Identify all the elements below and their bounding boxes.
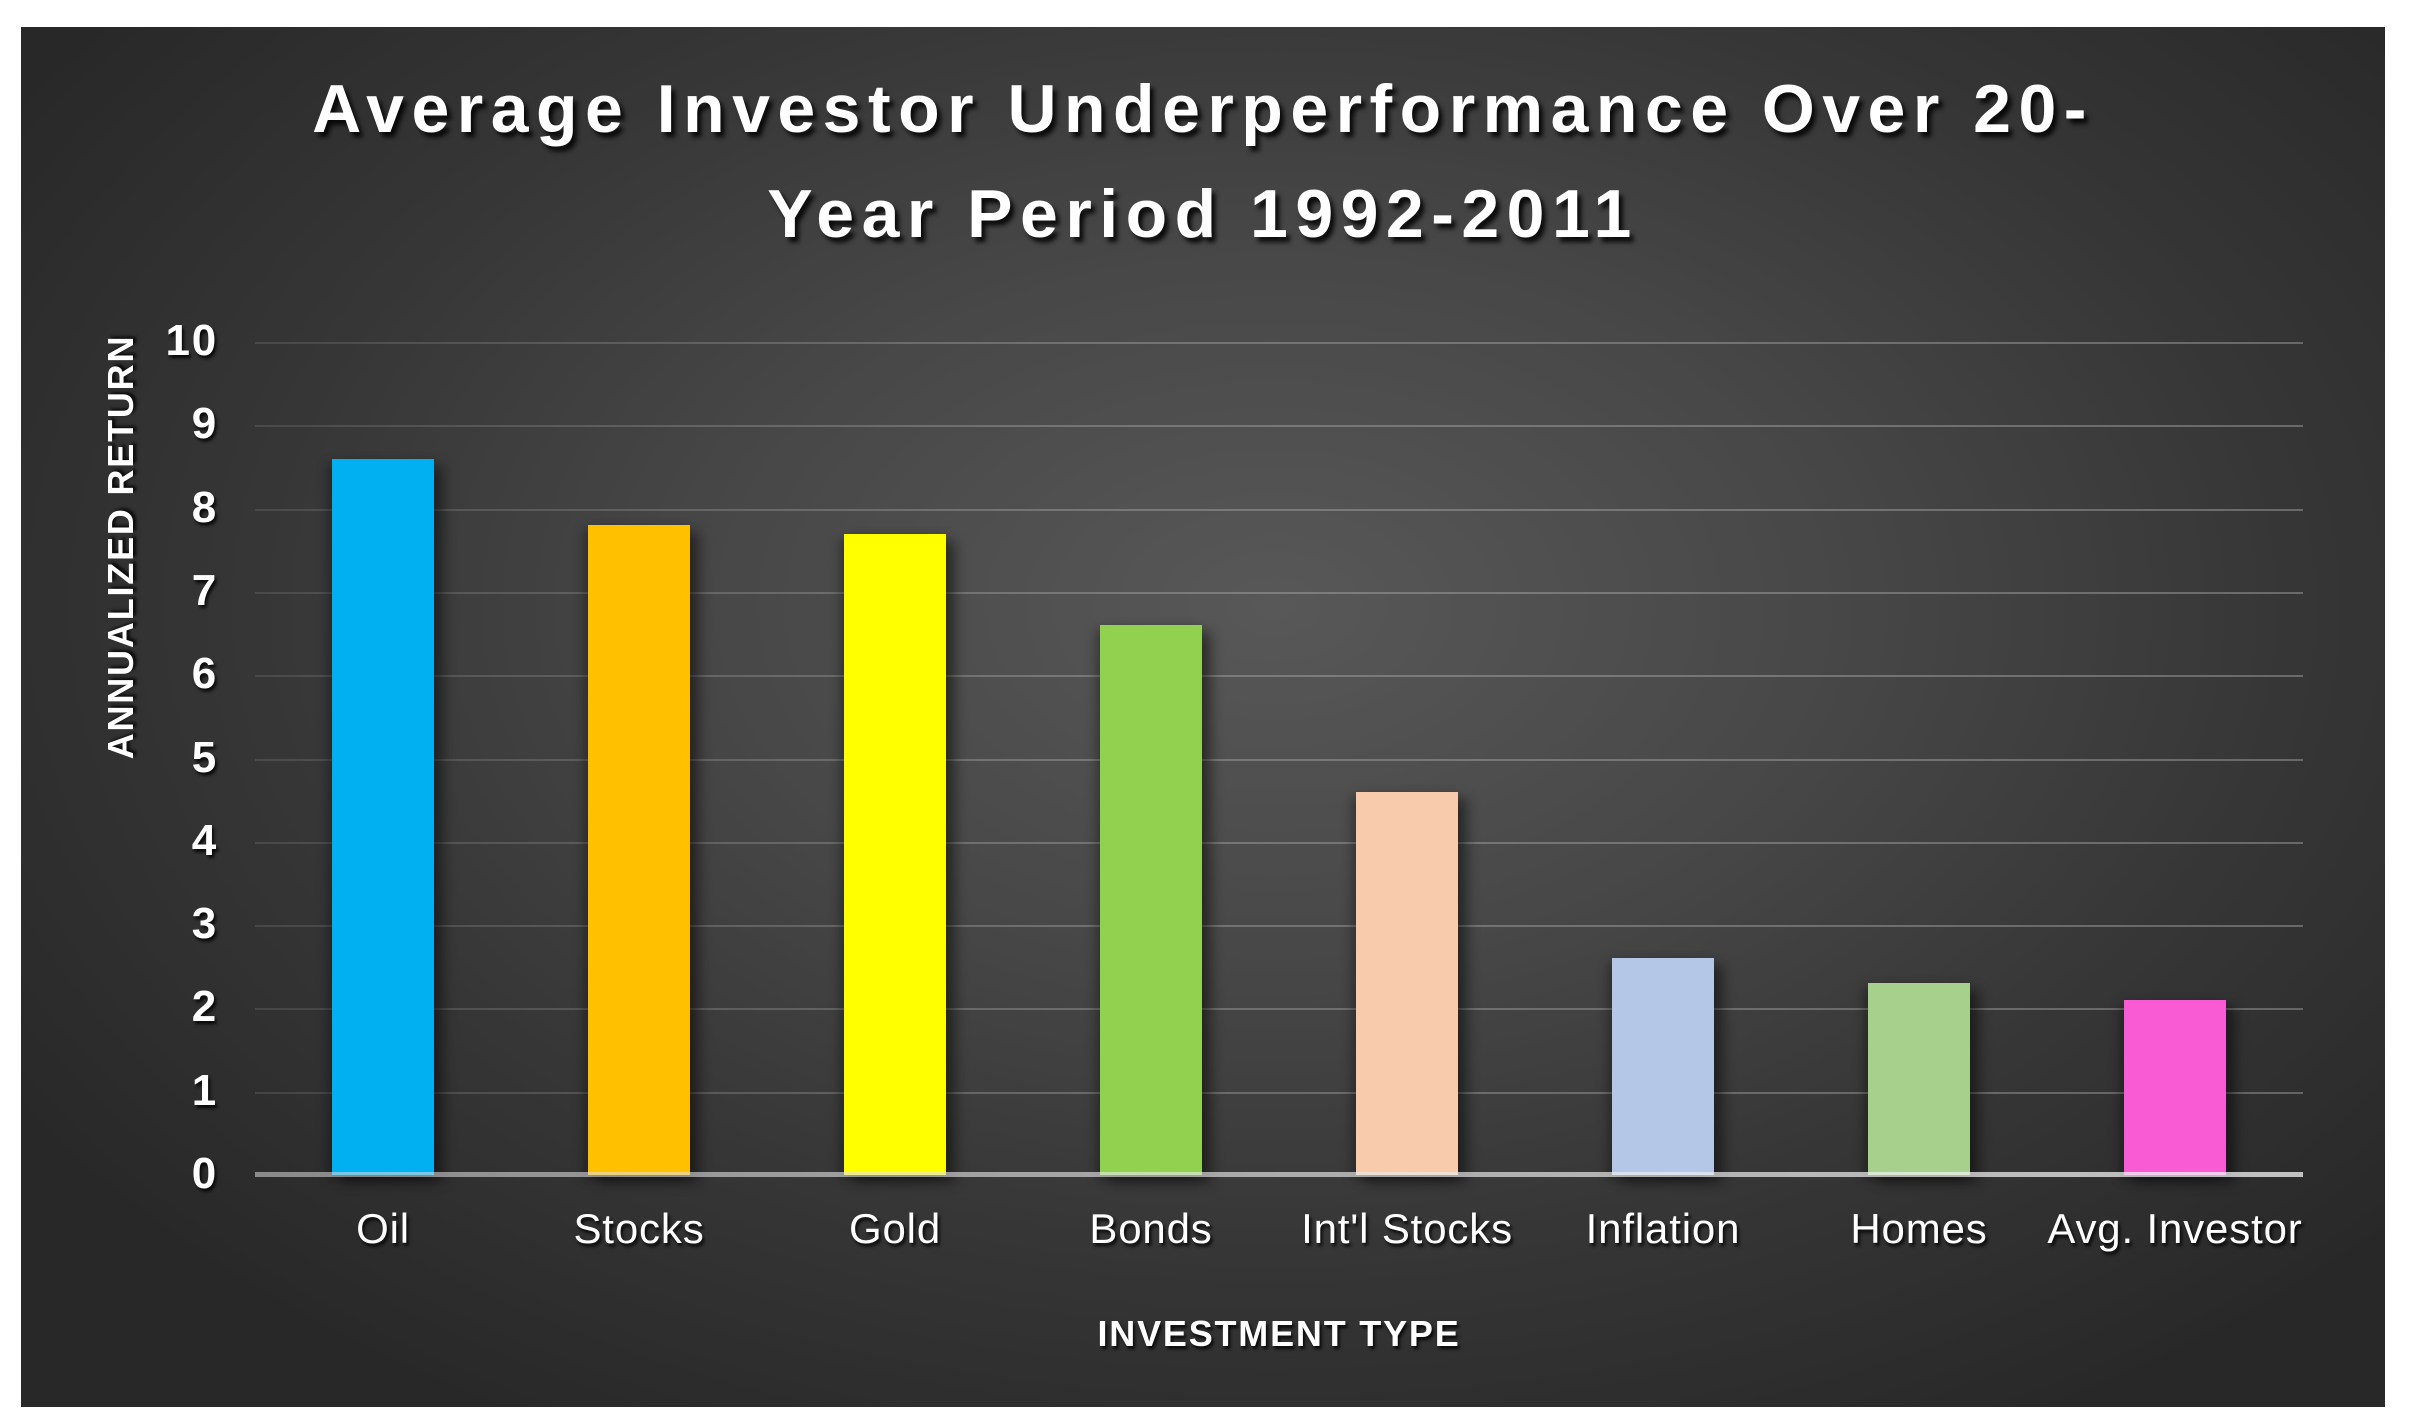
y-tick-label: 1	[191, 1065, 218, 1115]
y-tick-label: 5	[191, 732, 218, 782]
bar-homes	[1868, 983, 1970, 1175]
gridline	[255, 508, 2303, 511]
gridline	[255, 841, 2303, 844]
x-category-label: Inflation	[1585, 1205, 1741, 1252]
y-tick-label: 3	[191, 899, 218, 949]
y-tick-label: 9	[191, 399, 218, 449]
chart-title-line-1: Average Investor Underperformance Over 2…	[312, 71, 2094, 147]
gridline	[255, 675, 2303, 678]
y-tick-label: 8	[191, 482, 218, 532]
x-category-label: Stocks	[573, 1205, 705, 1252]
x-category-label: Oil	[356, 1205, 410, 1252]
plot-area: 0 1 2 3 4 5 6 7 8 9 10 INVESTMENT TYPE Oil Stocks Go…	[166, 316, 2303, 1354]
gridline	[255, 925, 2303, 928]
gridline	[255, 1008, 2303, 1011]
gridline	[255, 342, 2303, 344]
x-axis-title: INVESTMENT TYPE	[1097, 1313, 1461, 1354]
chart-title-line-2: Year Period 1992-2011	[767, 176, 1639, 253]
chart-title: Average Investor Underperformance Over 2…	[21, 57, 2385, 268]
bar-inflation	[1612, 958, 1714, 1175]
y-tick-label: 2	[191, 982, 218, 1032]
x-category-label: Bonds	[1089, 1205, 1213, 1252]
y-tick-label: 10	[165, 316, 218, 365]
x-axis-line	[255, 1172, 2303, 1177]
gridline	[255, 591, 2303, 594]
bar-avg-investor	[2124, 1000, 2226, 1175]
y-axis-tick-labels: 0 1 2 3 4 5 6 7 8 9 10	[125, 316, 230, 1198]
bar-stocks	[588, 525, 690, 1175]
y-tick-label: 0	[191, 1149, 218, 1198]
x-category-label: Avg. Investor	[2047, 1205, 2303, 1252]
x-category-label: Homes	[1850, 1205, 1988, 1252]
gridline	[255, 758, 2303, 761]
bar-int-l-stocks	[1356, 791, 1458, 1175]
bar-oil	[332, 458, 434, 1175]
chart-panel: Average Investor Underperformance Over 2…	[21, 27, 2385, 1407]
bar-gold	[844, 533, 946, 1175]
bar-bonds	[1100, 625, 1202, 1175]
x-category-label: Gold	[848, 1205, 942, 1252]
gridline	[255, 425, 2303, 428]
gridline	[255, 1091, 2303, 1094]
y-tick-label: 4	[191, 815, 218, 865]
y-tick-label: 7	[191, 565, 218, 615]
y-tick-label: 6	[191, 649, 218, 699]
x-category-label: Int'l Stocks	[1301, 1205, 1513, 1252]
